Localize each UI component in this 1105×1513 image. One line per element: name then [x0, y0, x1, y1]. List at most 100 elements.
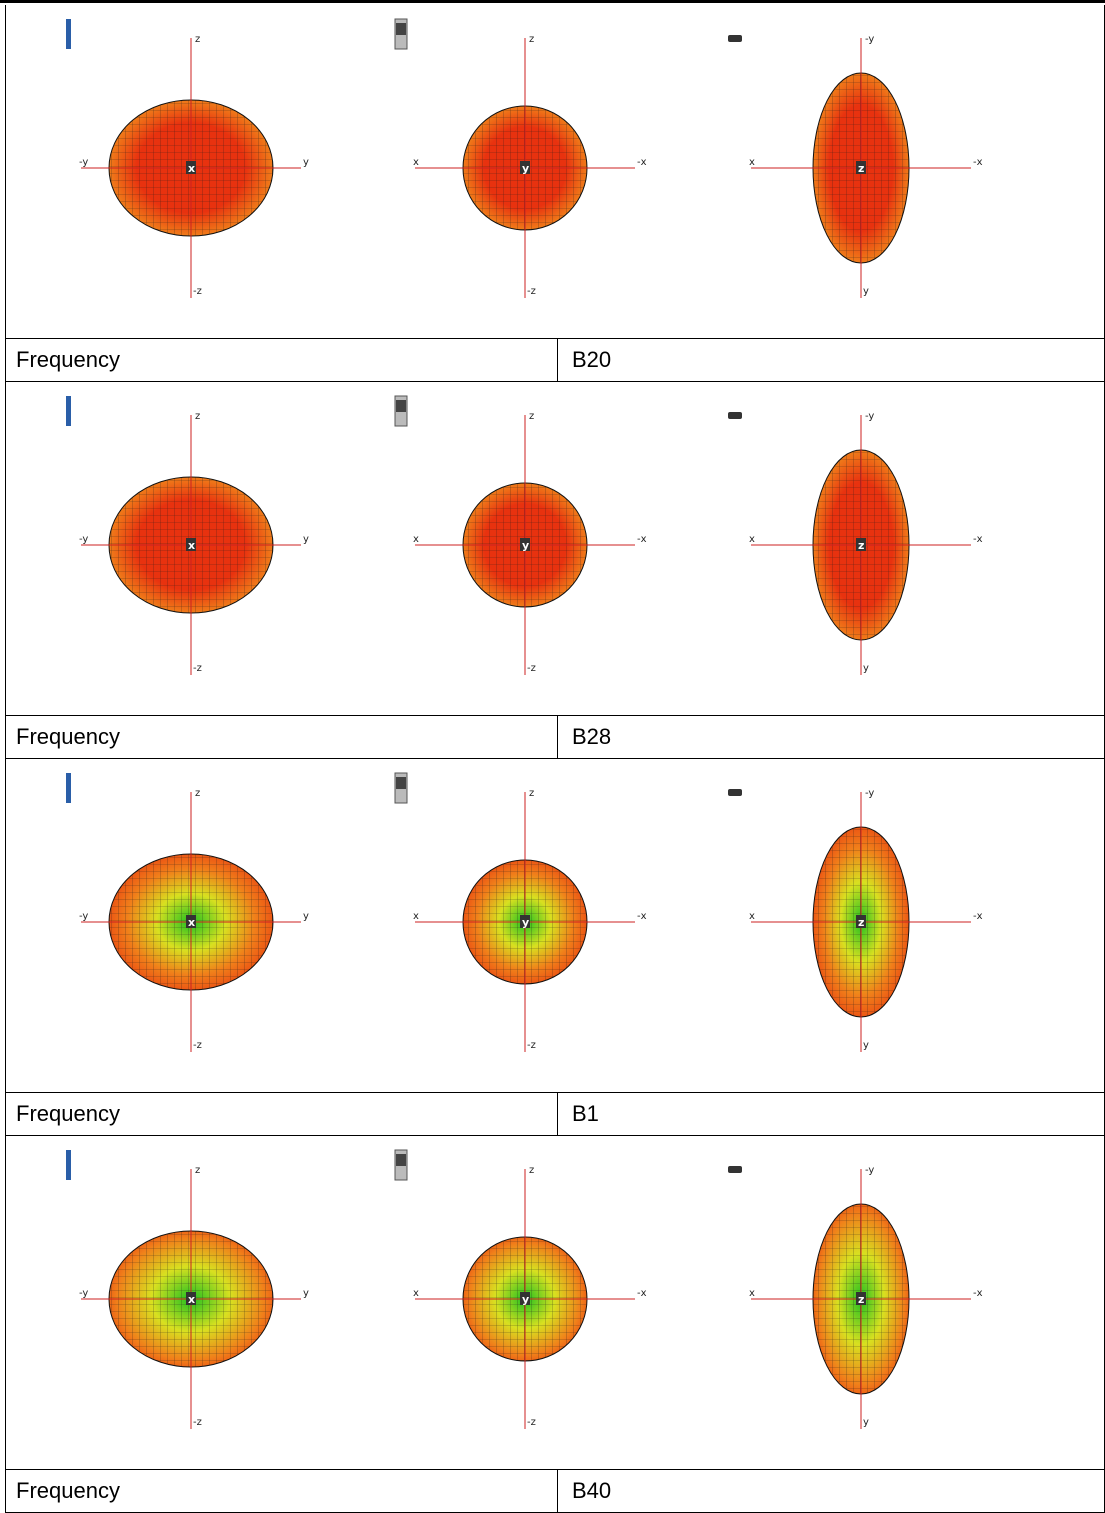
band-value: B20 — [572, 347, 612, 372]
axis-label-bottom: -z — [527, 663, 536, 674]
radiation-pattern-table: z -z -y y x z -z x -x y -y y x -x z Frequency B20 z -z -… — [5, 5, 1105, 1513]
phone-side-icon — [66, 396, 71, 426]
axis-label-top: z — [195, 1165, 200, 1176]
axis-label-bottom: -z — [193, 286, 202, 297]
phone-screen-icon — [396, 1154, 406, 1166]
axis-label-top: -y — [865, 34, 874, 45]
phone-top-icon — [728, 789, 742, 796]
band-value: B28 — [572, 724, 612, 749]
frequency-label: Frequency — [6, 1093, 558, 1135]
axis-label-bottom: -z — [193, 1040, 202, 1051]
pattern-view-2: z -z x -x y — [394, 772, 647, 1052]
axis-label-left: x — [413, 157, 419, 168]
axis-label-center: z — [858, 162, 864, 175]
top-rule — [0, 0, 1105, 3]
axis-label-center: z — [858, 539, 864, 552]
axis-label-center: z — [858, 1293, 864, 1306]
pattern-view-1: z -z -y y x — [66, 773, 309, 1052]
center-axis-box — [520, 161, 530, 174]
phone-side-icon — [66, 773, 71, 803]
axis-label-left: x — [749, 534, 755, 545]
axis-label-top: -y — [865, 1165, 874, 1176]
axis-label-left: x — [749, 157, 755, 168]
center-axis-box — [186, 161, 196, 174]
axis-label-left: x — [413, 911, 419, 922]
pattern-view-3: -y y x -x z — [728, 1165, 983, 1429]
pattern-view-1: z -z -y y x — [66, 1150, 309, 1429]
phone-side-icon — [66, 1150, 71, 1180]
center-axis-box — [186, 915, 196, 928]
axis-label-center: x — [188, 916, 195, 929]
axis-label-top: -y — [865, 411, 874, 422]
axis-label-left: -y — [79, 534, 88, 545]
axis-label-center: y — [522, 162, 529, 175]
center-axis-box — [520, 915, 530, 928]
axis-label-left: x — [749, 1288, 755, 1299]
axis-label-right: -x — [637, 157, 647, 168]
axis-label-left: x — [413, 534, 419, 545]
frequency-label: Frequency — [6, 339, 558, 381]
frequency-label: Frequency — [6, 716, 558, 758]
frequency-row: Frequency B28 — [5, 716, 1105, 759]
pattern-plots: z -z -y y x z -z x -x y -y y x -x z — [66, 395, 983, 675]
axis-label-top: z — [529, 34, 534, 45]
pattern-row: z -z -y y x z -z x -x y -y y x -x z — [5, 1136, 1105, 1470]
center-axis-box — [856, 1292, 866, 1305]
axis-label-top: z — [529, 411, 534, 422]
axis-label-right: -x — [973, 911, 983, 922]
pattern-view-3: -y y x -x z — [728, 34, 983, 298]
axis-label-right: y — [303, 534, 309, 545]
axis-label-top: z — [195, 788, 200, 799]
frequency-label: Frequency — [6, 1470, 558, 1512]
pattern-view-3: -y y x -x z — [728, 788, 983, 1052]
pattern-plots: z -z -y y x z -z x -x y -y y x -x z — [66, 772, 983, 1052]
axis-label-top: z — [195, 411, 200, 422]
frequency-row: Frequency B20 — [5, 339, 1105, 382]
center-axis-box — [520, 1292, 530, 1305]
phone-screen-icon — [396, 777, 406, 789]
pattern-view-2: z -z x -x y — [394, 1149, 647, 1429]
pattern-row: z -z -y y x z -z x -x y -y y x -x z — [5, 382, 1105, 716]
axis-label-bottom: -z — [527, 1417, 536, 1428]
axis-label-center: x — [188, 539, 195, 552]
axis-label-bottom: -z — [527, 1040, 536, 1051]
axis-label-top: -y — [865, 788, 874, 799]
axis-label-bottom: -z — [193, 1417, 202, 1428]
center-axis-box — [520, 538, 530, 551]
axis-label-bottom: y — [863, 1417, 869, 1428]
pattern-view-1: z -z -y y x — [66, 396, 309, 675]
axis-label-center: z — [858, 916, 864, 929]
axis-label-right: -x — [637, 911, 647, 922]
axis-label-right: -x — [973, 157, 983, 168]
axis-label-right: y — [303, 157, 309, 168]
axis-label-right: -x — [637, 534, 647, 545]
axis-label-right: -x — [973, 534, 983, 545]
pattern-plots: z -z -y y x z -z x -x y -y y x -x z — [66, 1149, 983, 1429]
axis-label-right: -x — [973, 1288, 983, 1299]
axis-label-left: x — [413, 1288, 419, 1299]
axis-label-left: x — [749, 911, 755, 922]
axis-label-center: x — [188, 162, 195, 175]
pattern-row: z -z -y y x z -z x -x y -y y x -x z — [5, 759, 1105, 1093]
center-axis-box — [186, 538, 196, 551]
phone-screen-icon — [396, 23, 406, 35]
pattern-plots: z -z -y y x z -z x -x y -y y x -x z — [66, 18, 983, 298]
axis-label-bottom: y — [863, 1040, 869, 1051]
axis-label-center: y — [522, 539, 529, 552]
phone-top-icon — [728, 35, 742, 42]
pattern-view-1: z -z -y y x — [66, 19, 309, 298]
axis-label-left: -y — [79, 1288, 88, 1299]
phone-top-icon — [728, 412, 742, 419]
axis-label-center: y — [522, 916, 529, 929]
axis-label-left: -y — [79, 157, 88, 168]
pattern-view-2: z -z x -x y — [394, 395, 647, 675]
frequency-row: Frequency B40 — [5, 1470, 1105, 1513]
frequency-row: Frequency B1 — [5, 1093, 1105, 1136]
center-axis-box — [856, 915, 866, 928]
band-value: B1 — [572, 1101, 599, 1126]
pattern-row: z -z -y y x z -z x -x y -y y x -x z — [5, 5, 1105, 339]
center-axis-box — [856, 538, 866, 551]
axis-label-left: -y — [79, 911, 88, 922]
center-axis-box — [186, 1292, 196, 1305]
axis-label-bottom: -z — [527, 286, 536, 297]
